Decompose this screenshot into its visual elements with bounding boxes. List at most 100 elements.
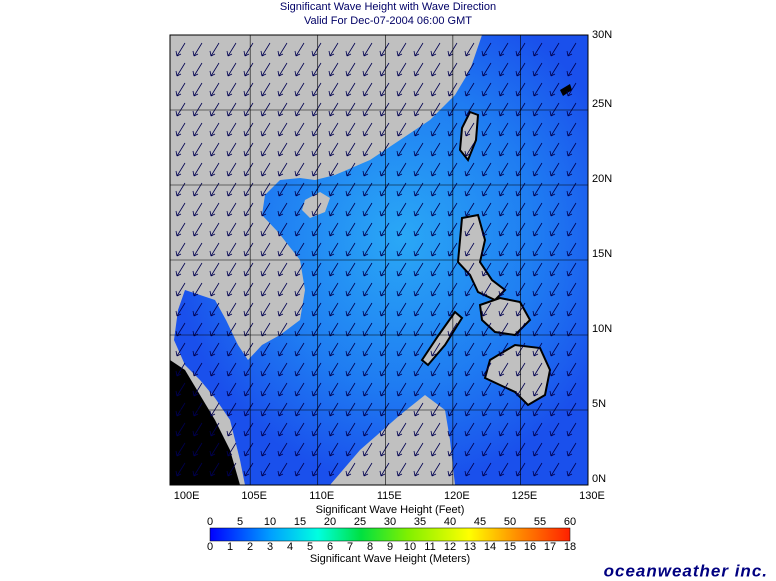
wave-arrow [209,262,220,277]
wave-arrow [209,42,220,57]
wave-arrow [549,302,560,317]
wave-arrow [464,62,475,77]
wave-arrow [566,82,577,97]
wave-arrow [226,202,237,217]
wave-arrow [175,202,186,217]
wave-arrow [328,62,339,77]
meters-tick-label: 3 [267,541,273,553]
wave-arrow [175,122,186,137]
feet-tick-label: 50 [504,516,516,528]
wave-arrow [260,222,271,237]
wave-arrow [413,242,424,257]
wave-arrow [464,162,475,177]
wave-arrow [566,162,577,177]
wave-arrow [345,402,356,417]
wave-arrow [192,82,203,97]
wave-arrow [311,342,322,357]
wave-arrow [464,462,475,477]
wave-arrow [413,422,424,437]
wave-arrow [311,162,322,177]
wave-arrow [566,422,577,437]
lat-label: 20N [592,173,612,185]
meters-tick-label: 9 [387,541,393,553]
wave-arrow [345,442,356,457]
wave-arrow [413,222,424,237]
wave-arrow [481,162,492,177]
wave-arrow [481,142,492,157]
wave-arrow [549,362,560,377]
wave-arrow [566,282,577,297]
wave-arrow [464,282,475,297]
wave-arrow [532,42,543,57]
wave-arrow [277,122,288,137]
subtitle: Valid For Dec-07-2004 06:00 GMT [304,15,472,27]
wave-arrow [260,442,271,457]
wave-arrow [209,142,220,157]
wave-arrow [345,122,356,137]
wave-arrow [464,382,475,397]
wave-arrow [464,402,475,417]
wave-arrow [260,122,271,137]
wave-arrow [481,442,492,457]
wave-arrow [209,202,220,217]
wave-arrow [260,382,271,397]
wave-arrow [464,262,475,277]
wave-arrow [277,202,288,217]
wave-arrow [277,242,288,257]
wave-arrow [209,362,220,377]
wave-arrow [481,362,492,377]
wave-arrow [277,62,288,77]
lat-label: 15N [592,248,612,260]
wave-arrow [413,202,424,217]
wave-arrow [498,162,509,177]
wave-arrow [345,262,356,277]
wave-arrow [362,442,373,457]
wave-arrow [430,142,441,157]
wave-arrow [532,102,543,117]
wave-arrow [532,422,543,437]
wave-arrow [192,142,203,157]
wave-arrow [498,62,509,77]
wave-arrow [481,42,492,57]
wave-arrow [209,242,220,257]
wave-arrow [311,222,322,237]
sumatra [170,360,240,485]
wave-arrow [498,222,509,237]
wave-arrow [345,362,356,377]
wave-arrow [243,442,254,457]
wave-arrow [260,342,271,357]
wave-arrow [311,102,322,117]
wave-arrow [277,162,288,177]
wave-arrow [277,282,288,297]
wave-arrow [209,462,220,477]
wave-arrow [175,402,186,417]
wave-arrow [532,262,543,277]
wave-arrow [498,342,509,357]
wave-arrow [311,262,322,277]
wave-arrow [532,402,543,417]
wave-arrow [209,62,220,77]
wave-arrow [498,302,509,317]
wave-arrow [226,402,237,417]
wave-arrow [413,302,424,317]
wave-arrow [362,222,373,237]
wave-arrow [532,202,543,217]
wave-arrow [311,82,322,97]
wave-arrow [532,162,543,177]
wave-arrow [175,142,186,157]
wave-arrow [362,162,373,177]
lon-label: 120E [444,490,470,502]
wave-arrow [277,362,288,377]
wave-arrow [362,42,373,57]
wave-arrow [566,222,577,237]
wave-arrow [175,62,186,77]
meters-tick-label: 18 [564,541,576,553]
meters-title: Significant Wave Height (Meters) [310,553,470,565]
wave-arrow [260,402,271,417]
wave-arrow [243,262,254,277]
wave-arrow [192,222,203,237]
hainan [302,192,330,218]
wave-arrow [226,142,237,157]
wave-arrow [175,282,186,297]
meters-tick-label: 4 [287,541,293,553]
